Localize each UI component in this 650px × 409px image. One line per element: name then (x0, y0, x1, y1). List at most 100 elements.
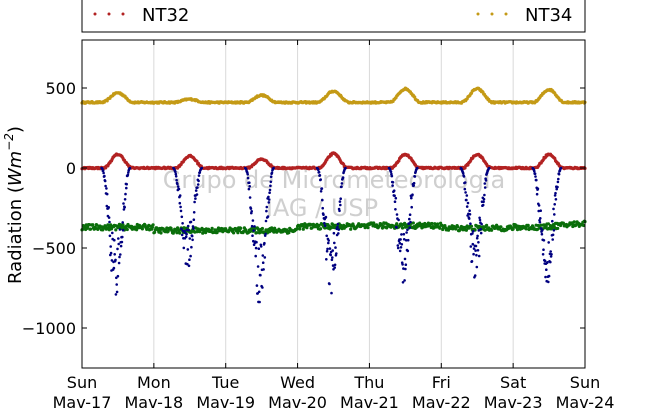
data-point (556, 226, 560, 230)
data-point (396, 246, 400, 250)
data-point (487, 166, 491, 170)
data-point (337, 232, 340, 235)
data-point (325, 258, 328, 261)
x-tick-label-date: Mav-24 (556, 393, 615, 409)
data-point (184, 235, 188, 238)
data-point (180, 215, 184, 219)
data-point (186, 224, 190, 228)
data-point (91, 223, 95, 227)
data-point (469, 224, 474, 228)
y-tick-label: 0 (66, 159, 76, 178)
data-point (476, 249, 480, 252)
data-point (404, 263, 408, 267)
data-point (125, 182, 128, 186)
data-point (180, 233, 184, 237)
data-point (338, 200, 342, 203)
data-point (185, 232, 188, 236)
data-point (395, 213, 399, 216)
data-point (265, 205, 269, 209)
data-point (456, 225, 460, 229)
data-point (541, 228, 544, 232)
data-point (113, 253, 116, 256)
data-point (476, 234, 479, 238)
data-point (473, 274, 477, 277)
data-point (333, 263, 337, 267)
data-point (538, 220, 542, 224)
x-tick-label-date: Mav-19 (196, 393, 255, 409)
data-point (477, 254, 481, 258)
data-point (550, 253, 553, 256)
data-point (248, 181, 251, 184)
data-point (462, 175, 466, 178)
data-point (265, 209, 268, 213)
data-point (389, 170, 393, 173)
legend-frame (81, 0, 586, 33)
data-point (463, 187, 467, 191)
data-point (403, 279, 406, 282)
data-point (551, 219, 554, 223)
data-point (375, 223, 379, 227)
data-point (319, 178, 323, 181)
data-point (261, 261, 265, 265)
data-point (123, 198, 127, 201)
data-point (339, 203, 342, 207)
data-point (547, 280, 550, 284)
data-point (190, 245, 193, 249)
x-tick-label-date: Mav-22 (412, 393, 471, 409)
data-point (466, 201, 470, 205)
data-point (552, 229, 556, 232)
data-point (337, 228, 341, 231)
data-point (107, 216, 111, 219)
data-point (114, 258, 117, 262)
data-point (250, 210, 253, 213)
data-point (539, 209, 542, 212)
data-point (536, 187, 540, 190)
data-point (341, 176, 345, 179)
data-point (338, 209, 341, 213)
data-point (397, 159, 401, 163)
data-point (325, 234, 329, 238)
data-point (333, 241, 336, 245)
data-point (251, 234, 254, 237)
data-point (396, 244, 400, 247)
data-point (477, 229, 481, 232)
data-point (469, 222, 472, 225)
data-point (324, 215, 328, 219)
data-point (554, 198, 558, 201)
data-point (410, 196, 413, 200)
data-point (247, 187, 251, 191)
data-point (393, 200, 397, 203)
data-point (121, 235, 124, 239)
data-point (264, 232, 267, 236)
data-point (408, 213, 412, 216)
data-point (552, 207, 555, 211)
series-2 (80, 219, 587, 235)
data-point (400, 233, 403, 236)
data-point (252, 229, 255, 232)
data-point (105, 192, 109, 196)
data-point (204, 231, 208, 235)
data-point (465, 194, 469, 197)
data-point (339, 197, 343, 200)
data-point (120, 240, 124, 244)
data-point (393, 194, 396, 197)
data-point (192, 211, 196, 214)
data-point (401, 263, 404, 266)
data-point (408, 217, 411, 221)
data-point (330, 291, 333, 295)
y-axis-label: Radiation (Wm−2) (2, 126, 26, 284)
data-point (412, 184, 416, 187)
data-point (407, 222, 411, 225)
watermark-line-1: Grupo de Micrometeorologia (163, 166, 505, 194)
y-tick-label: −1000 (22, 319, 76, 338)
data-point (181, 222, 184, 225)
data-point (114, 293, 118, 296)
data-point (264, 219, 268, 223)
data-point (391, 181, 395, 184)
data-point (287, 231, 291, 235)
data-point (468, 213, 472, 216)
data-point (555, 187, 558, 191)
data-point (178, 194, 182, 197)
data-point (159, 231, 163, 235)
data-point (541, 253, 545, 256)
